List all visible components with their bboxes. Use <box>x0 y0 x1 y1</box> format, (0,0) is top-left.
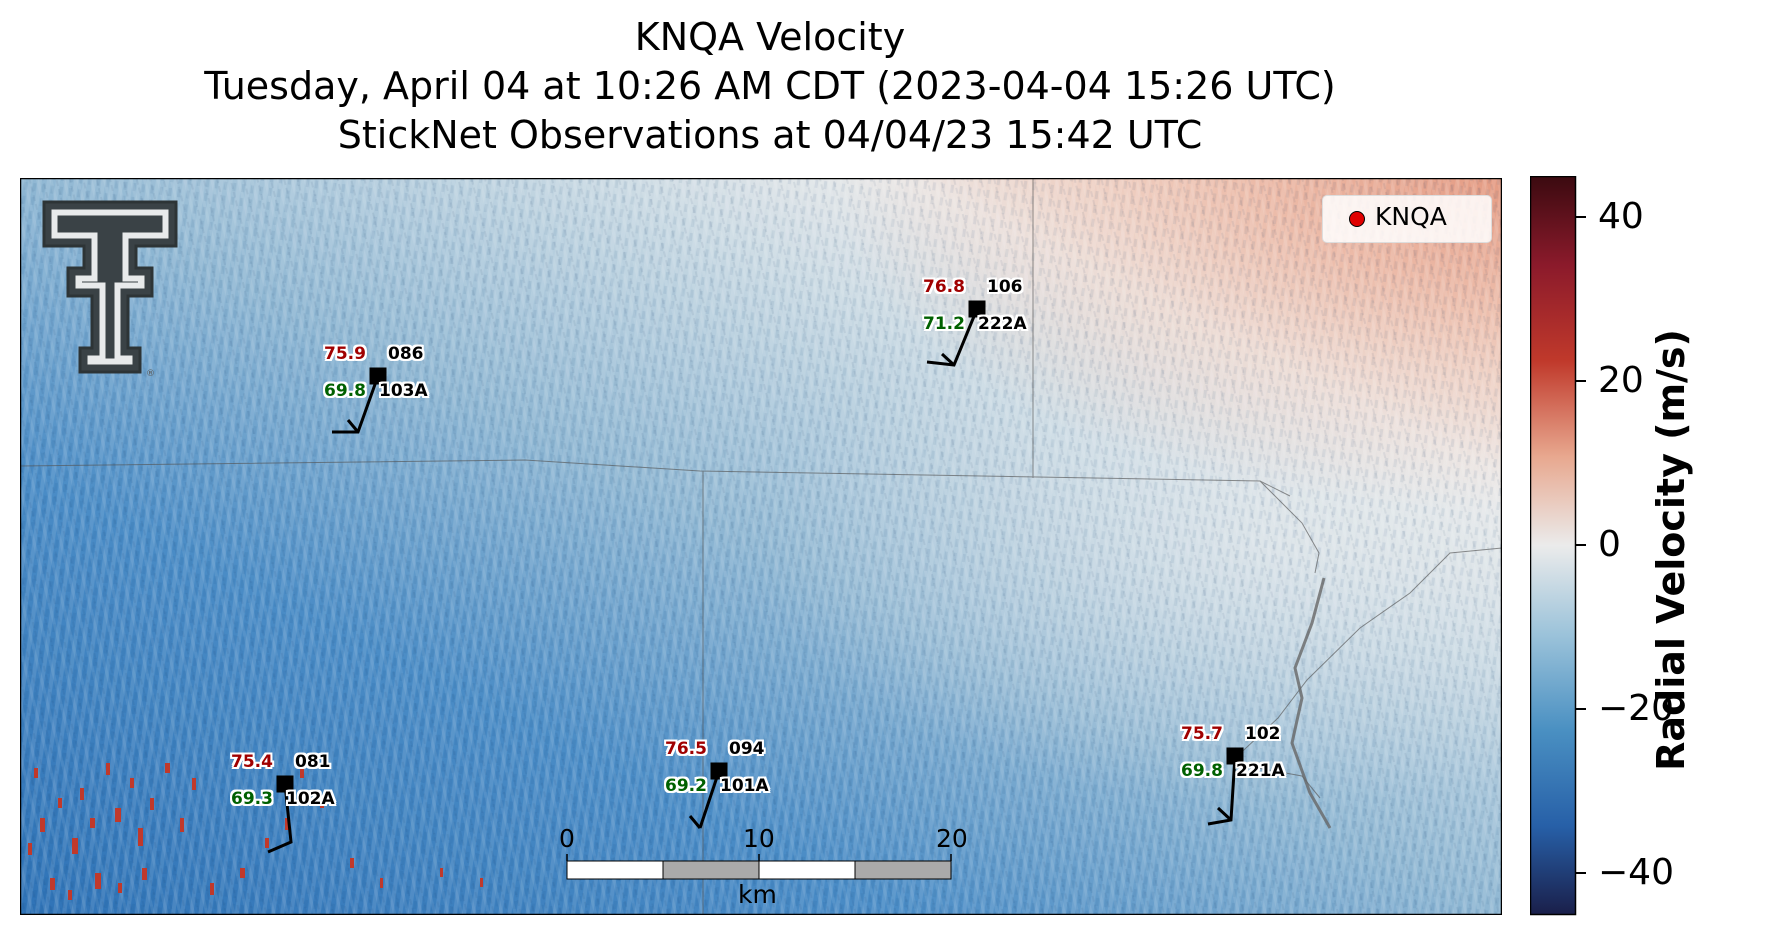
station-temperature: 75.4 <box>231 752 273 772</box>
station-temperature: 75.7 <box>1181 724 1223 744</box>
scale-bar-tick-0: 0 <box>559 824 575 853</box>
station-plot <box>688 762 728 829</box>
map-legend: KNQA <box>1322 195 1492 243</box>
radar-site-marker-icon <box>1349 211 1365 227</box>
station-temperature: 75.9 <box>324 344 366 364</box>
station-id: 103A <box>379 381 428 401</box>
title-line-2: Tuesday, April 04 at 10:26 AM CDT (2023-… <box>204 64 1336 108</box>
station-pressure: 094 <box>729 739 765 759</box>
colorbar-label: Radial Velocity (m/s) <box>1649 329 1693 771</box>
scale-bar <box>566 854 952 880</box>
colorbar-tick-20: 20 <box>1598 360 1644 401</box>
texas-tech-logo-icon: ® <box>42 200 178 378</box>
wind-barb-icon <box>267 783 293 854</box>
station-id: 102A <box>286 789 335 809</box>
station-dewpoint: 69.8 <box>1181 761 1223 781</box>
station-plot <box>332 367 387 434</box>
scale-bar-tick-10: 10 <box>743 824 775 853</box>
station-dewpoint: 69.3 <box>231 789 273 809</box>
colorbar-tick-neg20: −20 <box>1598 688 1674 729</box>
wind-barb-flag <box>346 419 360 433</box>
station-plot <box>1207 747 1244 826</box>
station-id: 101A <box>720 776 769 796</box>
station-pressure: 081 <box>295 752 331 772</box>
colorbar-tick-0: 0 <box>1598 524 1621 565</box>
svg-text:®: ® <box>146 369 155 378</box>
title-line-1: KNQA Velocity <box>634 15 906 59</box>
colorbar <box>1530 176 1586 916</box>
station-plot <box>267 775 294 854</box>
radar-velocity-map <box>20 178 1502 915</box>
scale-bar-unit: km <box>738 880 777 909</box>
wind-barb-flag <box>1216 806 1233 822</box>
station-dewpoint: 69.2 <box>665 776 707 796</box>
station-pressure: 106 <box>987 277 1023 297</box>
station-dewpoint: 71.2 <box>923 314 965 334</box>
colorbar-tick-neg40: −40 <box>1598 852 1674 893</box>
wind-barb-flag <box>688 815 702 829</box>
station-pressure: 086 <box>388 344 424 364</box>
station-pressure: 102 <box>1245 724 1281 744</box>
station-temperature: 76.5 <box>665 739 707 759</box>
station-id: 222A <box>978 314 1027 334</box>
wind-barb-icon <box>698 770 721 829</box>
scale-bar-tick-20: 20 <box>936 824 968 853</box>
colorbar-tick-40: 40 <box>1598 196 1644 237</box>
wind-barb-flag <box>940 352 956 367</box>
legend-label: KNQA <box>1375 202 1447 231</box>
station-dewpoint: 69.8 <box>324 381 366 401</box>
title-line-3: StickNet Observations at 04/04/23 15:42 … <box>337 113 1203 157</box>
station-id: 221A <box>1236 761 1285 781</box>
station-temperature: 76.8 <box>923 277 965 297</box>
station-plot <box>926 300 986 367</box>
